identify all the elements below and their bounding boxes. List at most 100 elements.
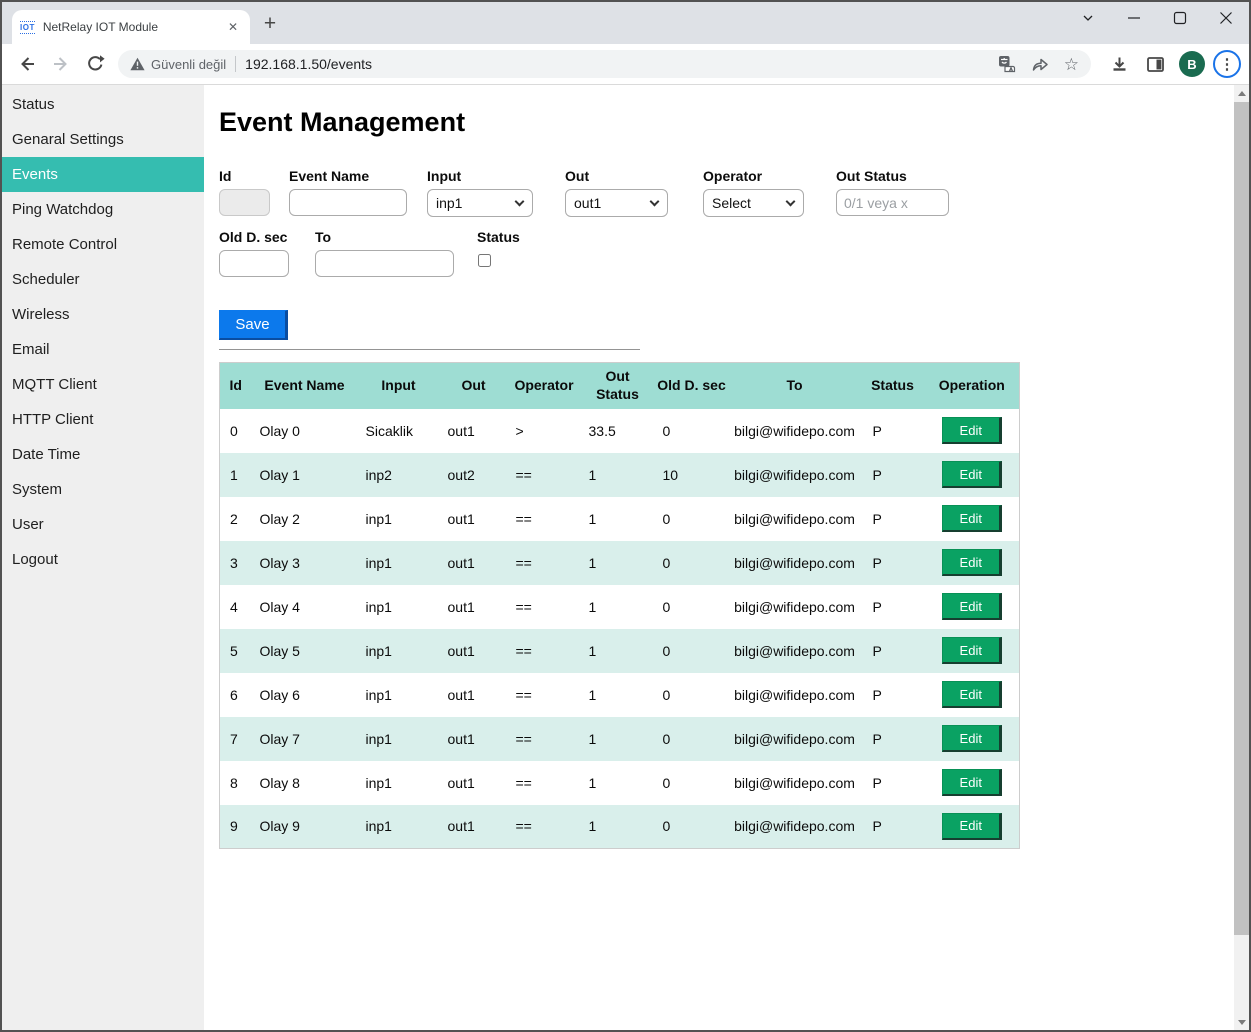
column-header: Status [861, 363, 925, 409]
cell-out: out1 [440, 761, 508, 805]
cell-old-delay: 10 [655, 453, 729, 497]
cell-to: bilgi@wifidepo.com [729, 409, 861, 453]
to-field[interactable] [315, 250, 454, 277]
cell-old-delay: 0 [655, 717, 729, 761]
tab-close-icon[interactable]: ✕ [224, 18, 242, 36]
reload-icon[interactable] [80, 49, 110, 79]
edit-button[interactable]: Edit [942, 593, 1002, 620]
sidebar-item[interactable]: Events [2, 157, 204, 192]
cell-status: P [861, 761, 925, 805]
cell-out-status: 1 [581, 453, 655, 497]
browser-toolbar: Güvenli değil 192.168.1.50/events ☆ B ⋮ [2, 44, 1249, 85]
edit-button[interactable]: Edit [942, 725, 1002, 752]
translate-icon[interactable] [998, 55, 1016, 73]
table-row: 6 Olay 6 inp1 out1 == 1 0 bilgi@wifidepo… [220, 673, 1020, 717]
cell-operation: Edit [925, 453, 1020, 497]
sidebar-item[interactable]: Date Time [2, 437, 204, 472]
not-secure-warning-icon [130, 57, 145, 71]
sidebar-item[interactable]: User [2, 507, 204, 542]
cell-input: inp1 [358, 585, 440, 629]
sidebar-item[interactable]: Logout [2, 542, 204, 577]
new-tab-button[interactable]: + [256, 11, 284, 39]
edit-button[interactable]: Edit [942, 637, 1002, 664]
share-icon[interactable] [1031, 55, 1049, 73]
operator-select[interactable]: Select [703, 189, 804, 217]
tab-search-icon[interactable] [1065, 2, 1111, 34]
cell-event-name: Olay 4 [252, 585, 358, 629]
input-select[interactable]: inp1 [427, 189, 533, 217]
sidebar-item[interactable]: Email [2, 332, 204, 367]
maximize-button[interactable] [1157, 2, 1203, 34]
edit-button[interactable]: Edit [942, 461, 1002, 488]
scroll-down-icon[interactable] [1234, 1014, 1249, 1030]
event-form-row-2: Old D. sec To Status [219, 229, 1229, 277]
cell-operation: Edit [925, 805, 1020, 849]
cell-old-delay: 0 [655, 629, 729, 673]
status-label: Status [477, 229, 521, 245]
cell-old-delay: 0 [655, 541, 729, 585]
sidebar-item[interactable]: MQTT Client [2, 367, 204, 402]
scrollbar[interactable] [1234, 85, 1249, 1030]
out-select[interactable]: out1 [565, 189, 668, 217]
edit-button[interactable]: Edit [942, 417, 1002, 444]
event-name-field[interactable] [289, 189, 407, 216]
out-label: Out [565, 168, 668, 184]
scroll-up-icon[interactable] [1234, 85, 1249, 101]
sidebar-item[interactable]: Remote Control [2, 227, 204, 262]
forward-icon[interactable] [46, 49, 76, 79]
status-checkbox[interactable] [478, 254, 491, 267]
window-controls [1065, 2, 1249, 34]
cell-operation: Edit [925, 409, 1020, 453]
sidebar-item[interactable]: System [2, 472, 204, 507]
edit-button[interactable]: Edit [942, 769, 1002, 796]
side-panel-icon[interactable] [1141, 50, 1169, 78]
sidebar-item[interactable]: HTTP Client [2, 402, 204, 437]
profile-avatar[interactable]: B [1179, 51, 1205, 77]
cell-old-delay: 0 [655, 805, 729, 849]
edit-button[interactable]: Edit [942, 813, 1002, 840]
old-delay-field[interactable] [219, 250, 289, 277]
table-row: 9 Olay 9 inp1 out1 == 1 0 bilgi@wifidepo… [220, 805, 1020, 849]
sidebar-item[interactable]: Ping Watchdog [2, 192, 204, 227]
event-name-label: Event Name [289, 168, 407, 184]
id-label: Id [219, 168, 270, 184]
edit-button[interactable]: Edit [942, 681, 1002, 708]
back-icon[interactable] [12, 49, 42, 79]
cell-operation: Edit [925, 717, 1020, 761]
bookmark-star-icon[interactable]: ☆ [1064, 56, 1079, 73]
download-icon[interactable] [1105, 50, 1133, 78]
cell-id: 1 [220, 453, 252, 497]
save-button[interactable]: Save [219, 310, 288, 340]
cell-event-name: Olay 2 [252, 497, 358, 541]
column-header: Id [220, 363, 252, 409]
cell-id: 8 [220, 761, 252, 805]
cell-status: P [861, 585, 925, 629]
cell-operator: == [508, 541, 581, 585]
sidebar-item[interactable]: Wireless [2, 297, 204, 332]
scrollbar-thumb[interactable] [1234, 102, 1249, 935]
sidebar-item[interactable]: Status [2, 87, 204, 122]
sidebar: Status Genaral Settings Events Ping Watc… [2, 85, 204, 1030]
cell-out-status: 1 [581, 805, 655, 849]
cell-status: P [861, 673, 925, 717]
cell-id: 0 [220, 409, 252, 453]
cell-input: inp2 [358, 453, 440, 497]
minimize-button[interactable] [1111, 2, 1157, 34]
omnibox-divider [235, 56, 236, 72]
cell-old-delay: 0 [655, 497, 729, 541]
sidebar-item[interactable]: Genaral Settings [2, 122, 204, 157]
cell-out-status: 1 [581, 585, 655, 629]
input-label: Input [427, 168, 533, 184]
security-label: Güvenli değil [151, 57, 226, 72]
browser-menu-icon[interactable]: ⋮ [1213, 50, 1241, 78]
cell-input: inp1 [358, 629, 440, 673]
sidebar-item[interactable]: Scheduler [2, 262, 204, 297]
close-button[interactable] [1203, 2, 1249, 34]
address-bar[interactable]: Güvenli değil 192.168.1.50/events ☆ [118, 50, 1091, 78]
cell-id: 3 [220, 541, 252, 585]
cell-out: out1 [440, 673, 508, 717]
edit-button[interactable]: Edit [942, 549, 1002, 576]
browser-tab[interactable]: IOT NetRelay IOT Module ✕ [12, 10, 250, 44]
edit-button[interactable]: Edit [942, 505, 1002, 532]
out-status-field[interactable] [836, 189, 949, 216]
